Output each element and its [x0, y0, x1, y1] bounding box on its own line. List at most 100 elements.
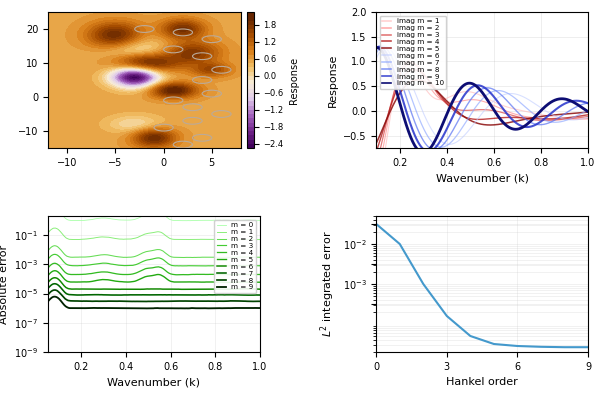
m = 2: [58, 248, 65, 253]
Line: m = 6: m = 6: [48, 278, 260, 289]
m = 5: [51, 268, 58, 273]
m = 0: [256, 218, 263, 223]
m = 0: [167, 218, 175, 222]
m = 7: [227, 292, 234, 297]
imag m = 3: [518, 116, 526, 120]
imag m = 7: [466, 113, 473, 118]
m = 2: [256, 255, 263, 260]
m = 4: [173, 272, 181, 277]
m = 0: [48, 208, 55, 212]
imag m = 2: [542, 116, 549, 121]
m = 2: [173, 255, 181, 260]
imag m = 2: [538, 116, 545, 121]
imag m = 1: [466, 90, 473, 94]
Line: m = 2: m = 2: [48, 246, 260, 258]
imag m = 10: [458, 84, 466, 89]
imag m = 3: [394, 78, 401, 83]
m = 2: [178, 255, 185, 260]
m = 4: [227, 272, 235, 277]
imag m = 2: [406, 59, 413, 64]
m = 7: [256, 293, 263, 298]
imag m = 6: [584, 115, 592, 120]
imag m = 5: [458, 113, 466, 118]
imag m = 2: [518, 114, 526, 118]
Line: m = 7: m = 7: [48, 284, 260, 295]
imag m = 3: [458, 108, 466, 113]
Line: imag m = 2: imag m = 2: [376, 61, 588, 180]
m = 9: [44, 299, 52, 304]
imag m = 9: [458, 96, 466, 101]
X-axis label: Wavenumber (k): Wavenumber (k): [107, 377, 200, 387]
m = 9: [51, 294, 58, 299]
m = 2: [227, 255, 235, 260]
m = 6: [173, 287, 181, 292]
m = 9: [227, 306, 235, 310]
m = 9: [138, 306, 145, 311]
m = 5: [256, 280, 263, 285]
imag m = 5: [584, 110, 592, 114]
m = 4: [173, 272, 180, 277]
Line: imag m = 6: imag m = 6: [376, 46, 588, 144]
m = 1: [227, 237, 234, 242]
m = 6: [52, 275, 59, 280]
imag m = 5: [538, 114, 545, 119]
m = 6: [44, 280, 52, 285]
m = 7: [205, 292, 212, 297]
m = 7: [58, 286, 65, 290]
m = 2: [180, 255, 187, 260]
imag m = 6: [446, 142, 453, 147]
imag m = 2: [394, 76, 401, 80]
imag m = 10: [542, 104, 549, 109]
m = 1: [205, 237, 212, 242]
imag m = 9: [538, 118, 545, 123]
m = 9: [58, 299, 65, 304]
imag m = 10: [518, 125, 526, 130]
m = 3: [58, 256, 65, 261]
m = 2: [51, 243, 58, 248]
imag m = 1: [394, 78, 401, 82]
m = 2: [44, 248, 52, 253]
imag m = 4: [373, 149, 380, 154]
imag m = 4: [538, 116, 545, 121]
m = 6: [184, 287, 191, 292]
imag m = 6: [518, 94, 526, 99]
Line: imag m = 7: imag m = 7: [376, 46, 588, 147]
m = 1: [179, 237, 187, 242]
m = 6: [167, 287, 175, 292]
Line: imag m = 3: imag m = 3: [376, 63, 588, 164]
imag m = 7: [584, 108, 592, 113]
imag m = 8: [584, 101, 592, 106]
imag m = 7: [381, 44, 388, 48]
m = 0: [179, 218, 187, 223]
m = 0: [227, 218, 235, 223]
imag m = 2: [466, 97, 473, 102]
Y-axis label: $L^2$ integrated error: $L^2$ integrated error: [319, 231, 337, 337]
imag m = 4: [518, 115, 526, 120]
Line: imag m = 5: imag m = 5: [376, 80, 588, 143]
m = 8: [142, 299, 149, 304]
imag m = 8: [518, 114, 526, 119]
m = 1: [44, 230, 52, 235]
Line: m = 8: m = 8: [48, 290, 260, 302]
imag m = 7: [438, 145, 445, 150]
m = 9: [168, 306, 175, 311]
m = 8: [173, 298, 181, 303]
imag m = 8: [542, 122, 549, 126]
m = 3: [51, 252, 58, 257]
imag m = 9: [373, 46, 380, 50]
m = 3: [227, 263, 235, 268]
Line: imag m = 9: imag m = 9: [376, 47, 588, 152]
m = 5: [179, 280, 187, 284]
imag m = 6: [538, 106, 545, 111]
Line: m = 9: m = 9: [48, 297, 260, 308]
imag m = 10: [466, 81, 473, 86]
imag m = 10: [419, 150, 427, 155]
m = 3: [44, 257, 52, 262]
m = 5: [227, 280, 235, 285]
imag m = 8: [378, 44, 385, 48]
imag m = 10: [584, 109, 592, 114]
imag m = 9: [376, 44, 383, 49]
X-axis label: Hankel order: Hankel order: [446, 377, 518, 387]
imag m = 8: [466, 98, 473, 103]
imag m = 4: [542, 116, 549, 121]
